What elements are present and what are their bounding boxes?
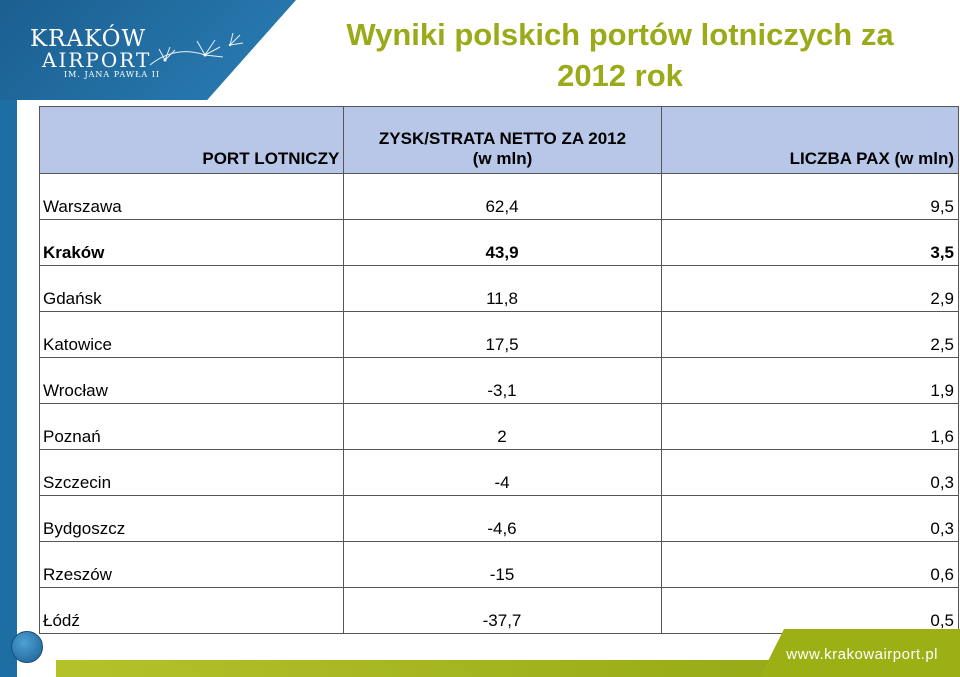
cell-port: Katowice — [38, 311, 345, 358]
krakow-airport-logo: KRAKÓW AIRPORT IM. JANA PAWŁA II — [30, 26, 161, 80]
table-row: Szczecin -4 0,3 — [38, 449, 960, 496]
cell-profit: 17,5 — [343, 311, 662, 358]
cell-profit: -4,6 — [343, 495, 662, 542]
header-profit-line2: (w mln) — [472, 149, 533, 168]
cell-profit: 11,8 — [343, 265, 662, 312]
cell-profit: 43,9 — [343, 219, 662, 266]
cell-pax: 0,3 — [660, 449, 960, 496]
table-row: Łódź -37,7 0,5 — [38, 587, 960, 634]
cell-port: Poznań — [38, 403, 345, 450]
cell-port: Warszawa — [38, 173, 345, 220]
dandelion-icon — [149, 32, 244, 66]
logo-line2: AIRPORT — [42, 48, 152, 72]
cell-port: Szczecin — [38, 449, 345, 496]
table-row: Poznań 2 1,6 — [38, 403, 960, 450]
cell-pax: 0,5 — [660, 587, 960, 634]
cell-port: Łódź — [38, 587, 345, 634]
table-header-row: PORT LOTNICZY ZYSK/STRATA NETTO ZA 2012 … — [38, 106, 960, 174]
table-row: Wrocław -3,1 1,9 — [38, 357, 960, 404]
cell-port: Kraków — [38, 219, 345, 266]
cell-profit: -15 — [343, 541, 662, 588]
cell-profit: -4 — [343, 449, 662, 496]
logo-line3: IM. JANA PAWŁA II — [64, 70, 161, 79]
cell-port: Rzeszów — [38, 541, 345, 588]
header-profit-line1: ZYSK/STRATA NETTO ZA 2012 — [378, 129, 627, 148]
cell-pax: 3,5 — [660, 219, 960, 266]
cell-port: Bydgoszcz — [38, 495, 345, 542]
cell-profit: 2 — [343, 403, 662, 450]
cell-pax: 0,3 — [660, 495, 960, 542]
cell-port: Gdańsk — [38, 265, 345, 312]
table-row: Gdańsk 11,8 2,9 — [38, 265, 960, 312]
page-title-line1: Wyniki polskich portów lotniczych za — [346, 17, 894, 52]
cell-profit: -3,1 — [343, 357, 662, 404]
footer-url[interactable]: www.krakowairport.pl — [786, 646, 938, 663]
cell-pax: 9,5 — [660, 173, 960, 220]
cell-pax: 2,5 — [660, 311, 960, 358]
table-row: Bydgoszcz -4,6 0,3 — [38, 495, 960, 542]
header-port: PORT LOTNICZY — [38, 106, 345, 174]
left-sidebar-stripe — [0, 0, 17, 677]
cell-pax: 1,9 — [660, 357, 960, 404]
footer-url-tab — [760, 629, 960, 677]
logo-panel: KRAKÓW AIRPORT IM. JANA PAWŁA II — [0, 0, 296, 100]
cell-pax: 1,6 — [660, 403, 960, 450]
logo-line1: KRAKÓW — [30, 26, 147, 52]
footer-bar — [56, 660, 960, 677]
page-title: Wyniki polskich portów lotniczych za 201… — [300, 14, 940, 96]
page-title-line2: 2012 rok — [557, 58, 683, 93]
cell-pax: 0,6 — [660, 541, 960, 588]
airport-results-table: PORT LOTNICZY ZYSK/STRATA NETTO ZA 2012 … — [38, 106, 960, 634]
cell-pax: 2,9 — [660, 265, 960, 312]
table-row: Katowice 17,5 2,5 — [38, 311, 960, 358]
cell-profit: -37,7 — [343, 587, 662, 634]
cell-port: Wrocław — [38, 357, 345, 404]
table-row: Warszawa 62,4 9,5 — [38, 173, 960, 220]
table-row: Kraków 43,9 3,5 — [38, 219, 960, 266]
header-pax: LICZBA PAX (w mln) — [660, 106, 960, 174]
table-row: Rzeszów -15 0,6 — [38, 541, 960, 588]
header-profit: ZYSK/STRATA NETTO ZA 2012 (w mln) — [343, 106, 662, 174]
cell-profit: 62,4 — [343, 173, 662, 220]
circle-icon — [11, 631, 43, 663]
